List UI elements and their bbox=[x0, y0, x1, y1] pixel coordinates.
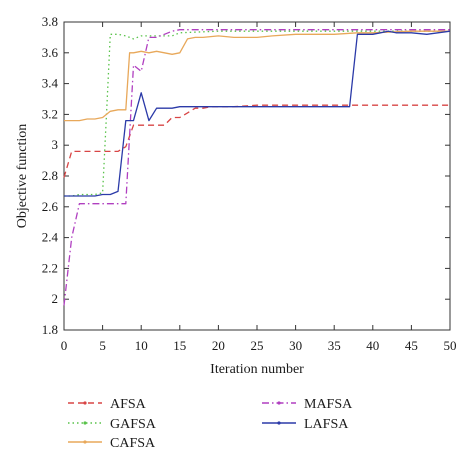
y-axis: 1.8 2 2.2 2.4 2.6 2.8 3 3.2 3.4 3.6 3.8 bbox=[42, 14, 450, 337]
x-axis-title: Iteration number bbox=[210, 362, 304, 377]
legend-marker bbox=[277, 421, 281, 425]
y-tick-label: 3.2 bbox=[42, 106, 58, 121]
series-line-afsa bbox=[63, 104, 450, 178]
y-tick-label: 3 bbox=[52, 137, 59, 152]
y-tick-label: 3.6 bbox=[42, 45, 59, 60]
legend-marker bbox=[83, 440, 87, 444]
y-axis-title: Objective function bbox=[15, 124, 30, 229]
legend: AFSA GAFSA CAFSA MAFSA LAFSA bbox=[68, 397, 353, 451]
x-axis: 0 5 10 15 20 25 30 35 40 45 50 bbox=[61, 22, 457, 353]
y-tick-label: 2.2 bbox=[42, 260, 58, 275]
x-tick-label: 0 bbox=[61, 338, 68, 353]
series-line-lafsa bbox=[64, 30, 451, 197]
legend-marker bbox=[83, 421, 87, 425]
legend-label-mafsa: MAFSA bbox=[304, 397, 353, 412]
y-tick-label: 2 bbox=[52, 291, 59, 306]
x-tick-label: 5 bbox=[99, 338, 106, 353]
legend-label-lafsa: LAFSA bbox=[304, 417, 349, 432]
legend-marker bbox=[83, 401, 87, 405]
plot-frame bbox=[63, 21, 451, 331]
x-tick-label: 10 bbox=[135, 338, 148, 353]
x-tick-label: 35 bbox=[328, 338, 341, 353]
legend-label-cafsa: CAFSA bbox=[110, 436, 156, 451]
x-tick-label: 40 bbox=[366, 338, 379, 353]
y-tick-label: 2.6 bbox=[42, 199, 59, 214]
x-tick-label: 45 bbox=[405, 338, 418, 353]
series-layer bbox=[63, 29, 451, 306]
legend-marker bbox=[277, 401, 281, 405]
series-line-gafsa bbox=[64, 30, 450, 197]
legend-label-afsa: AFSA bbox=[110, 397, 147, 412]
x-tick-label: 25 bbox=[251, 338, 264, 353]
series-line-cafsa bbox=[64, 30, 450, 122]
y-tick-label: 2.8 bbox=[42, 168, 58, 183]
x-tick-label: 30 bbox=[289, 338, 302, 353]
y-tick-label: 3.8 bbox=[42, 14, 58, 29]
y-tick-label: 3.4 bbox=[42, 76, 59, 91]
series-line-mafsa bbox=[63, 29, 450, 306]
x-tick-label: 20 bbox=[212, 338, 225, 353]
y-tick-label: 1.8 bbox=[42, 322, 58, 337]
legend-label-gafsa: GAFSA bbox=[110, 417, 157, 432]
x-tick-label: 15 bbox=[173, 338, 186, 353]
y-tick-label: 2.4 bbox=[42, 230, 59, 245]
x-tick-label: 50 bbox=[444, 338, 457, 353]
